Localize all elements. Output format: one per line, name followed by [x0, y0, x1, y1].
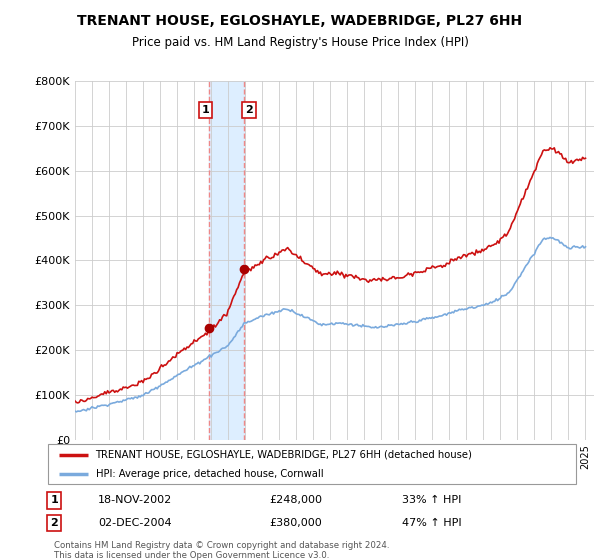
Text: Price paid vs. HM Land Registry's House Price Index (HPI): Price paid vs. HM Land Registry's House … — [131, 36, 469, 49]
Text: HPI: Average price, detached house, Cornwall: HPI: Average price, detached house, Corn… — [95, 469, 323, 478]
Text: TRENANT HOUSE, EGLOSHAYLE, WADEBRIDGE, PL27 6HH: TRENANT HOUSE, EGLOSHAYLE, WADEBRIDGE, P… — [77, 14, 523, 28]
Text: 33% ↑ HPI: 33% ↑ HPI — [402, 496, 461, 506]
Text: 2: 2 — [245, 105, 253, 115]
Text: £380,000: £380,000 — [270, 518, 323, 528]
Text: 1: 1 — [202, 105, 209, 115]
Text: 47% ↑ HPI: 47% ↑ HPI — [402, 518, 461, 528]
Text: 02-DEC-2004: 02-DEC-2004 — [98, 518, 172, 528]
Bar — [209, 81, 244, 440]
Text: Contains HM Land Registry data © Crown copyright and database right 2024.
This d: Contains HM Land Registry data © Crown c… — [55, 540, 390, 560]
Text: 2: 2 — [50, 518, 58, 528]
Text: TRENANT HOUSE, EGLOSHAYLE, WADEBRIDGE, PL27 6HH (detached house): TRENANT HOUSE, EGLOSHAYLE, WADEBRIDGE, P… — [95, 450, 472, 460]
Text: £248,000: £248,000 — [270, 496, 323, 506]
FancyBboxPatch shape — [48, 444, 576, 484]
Text: 18-NOV-2002: 18-NOV-2002 — [98, 496, 172, 506]
Text: 1: 1 — [50, 496, 58, 506]
